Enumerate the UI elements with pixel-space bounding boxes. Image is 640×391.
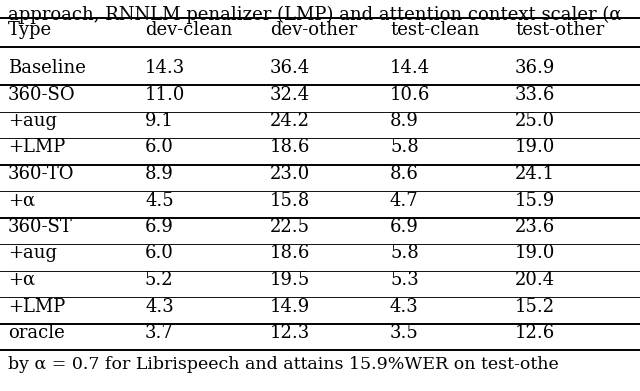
Text: 18.6: 18.6	[270, 138, 310, 156]
Text: 360-ST: 360-ST	[8, 218, 73, 236]
Text: 14.9: 14.9	[270, 298, 310, 316]
Text: approach, RNNLM penalizer (LMP) and attention context scaler (α: approach, RNNLM penalizer (LMP) and atte…	[8, 6, 621, 24]
Text: 6.0: 6.0	[145, 244, 174, 262]
Text: 12.6: 12.6	[515, 324, 556, 342]
Text: test-clean: test-clean	[390, 21, 479, 39]
Text: 22.5: 22.5	[270, 218, 310, 236]
Text: +aug: +aug	[8, 244, 57, 262]
Text: 15.8: 15.8	[270, 192, 310, 210]
Text: 14.3: 14.3	[145, 59, 185, 77]
Text: 23.0: 23.0	[270, 165, 310, 183]
Text: 15.9: 15.9	[515, 192, 556, 210]
Text: 8.9: 8.9	[145, 165, 174, 183]
Text: 360-SO: 360-SO	[8, 86, 76, 104]
Text: 25.0: 25.0	[515, 112, 555, 130]
Text: 5.8: 5.8	[390, 244, 419, 262]
Text: 5.8: 5.8	[390, 138, 419, 156]
Text: 5.3: 5.3	[390, 271, 419, 289]
Text: 36.9: 36.9	[515, 59, 556, 77]
Text: 36.4: 36.4	[270, 59, 310, 77]
Text: 4.3: 4.3	[390, 298, 419, 316]
Text: 5.2: 5.2	[145, 271, 173, 289]
Text: Baseline: Baseline	[8, 59, 86, 77]
Text: 15.2: 15.2	[515, 298, 555, 316]
Text: 19.5: 19.5	[270, 271, 310, 289]
Text: 4.7: 4.7	[390, 192, 419, 210]
Text: 23.6: 23.6	[515, 218, 556, 236]
Text: by α = 0.7 for Librispeech and attains 15.9%WER on test-othe: by α = 0.7 for Librispeech and attains 1…	[8, 356, 559, 373]
Text: oracle: oracle	[8, 324, 65, 342]
Text: test-other: test-other	[515, 21, 604, 39]
Text: 20.4: 20.4	[515, 271, 555, 289]
Text: 11.0: 11.0	[145, 86, 186, 104]
Text: 19.0: 19.0	[515, 138, 556, 156]
Text: 6.0: 6.0	[145, 138, 174, 156]
Text: 14.4: 14.4	[390, 59, 430, 77]
Text: 3.7: 3.7	[145, 324, 173, 342]
Text: 18.6: 18.6	[270, 244, 310, 262]
Text: +α: +α	[8, 192, 35, 210]
Text: 33.6: 33.6	[515, 86, 556, 104]
Text: 4.3: 4.3	[145, 298, 173, 316]
Text: +α: +α	[8, 271, 35, 289]
Text: 9.1: 9.1	[145, 112, 174, 130]
Text: +aug: +aug	[8, 112, 57, 130]
Text: 6.9: 6.9	[145, 218, 174, 236]
Text: 24.2: 24.2	[270, 112, 310, 130]
Text: Type: Type	[8, 21, 52, 39]
Text: 19.0: 19.0	[515, 244, 556, 262]
Text: 12.3: 12.3	[270, 324, 310, 342]
Text: 8.6: 8.6	[390, 165, 419, 183]
Text: 6.9: 6.9	[390, 218, 419, 236]
Text: 4.5: 4.5	[145, 192, 173, 210]
Text: dev-clean: dev-clean	[145, 21, 232, 39]
Text: 32.4: 32.4	[270, 86, 310, 104]
Text: +LMP: +LMP	[8, 138, 65, 156]
Text: 24.1: 24.1	[515, 165, 555, 183]
Text: dev-other: dev-other	[270, 21, 357, 39]
Text: +LMP: +LMP	[8, 298, 65, 316]
Text: 8.9: 8.9	[390, 112, 419, 130]
Text: 3.5: 3.5	[390, 324, 419, 342]
Text: 360-TO: 360-TO	[8, 165, 74, 183]
Text: 10.6: 10.6	[390, 86, 430, 104]
